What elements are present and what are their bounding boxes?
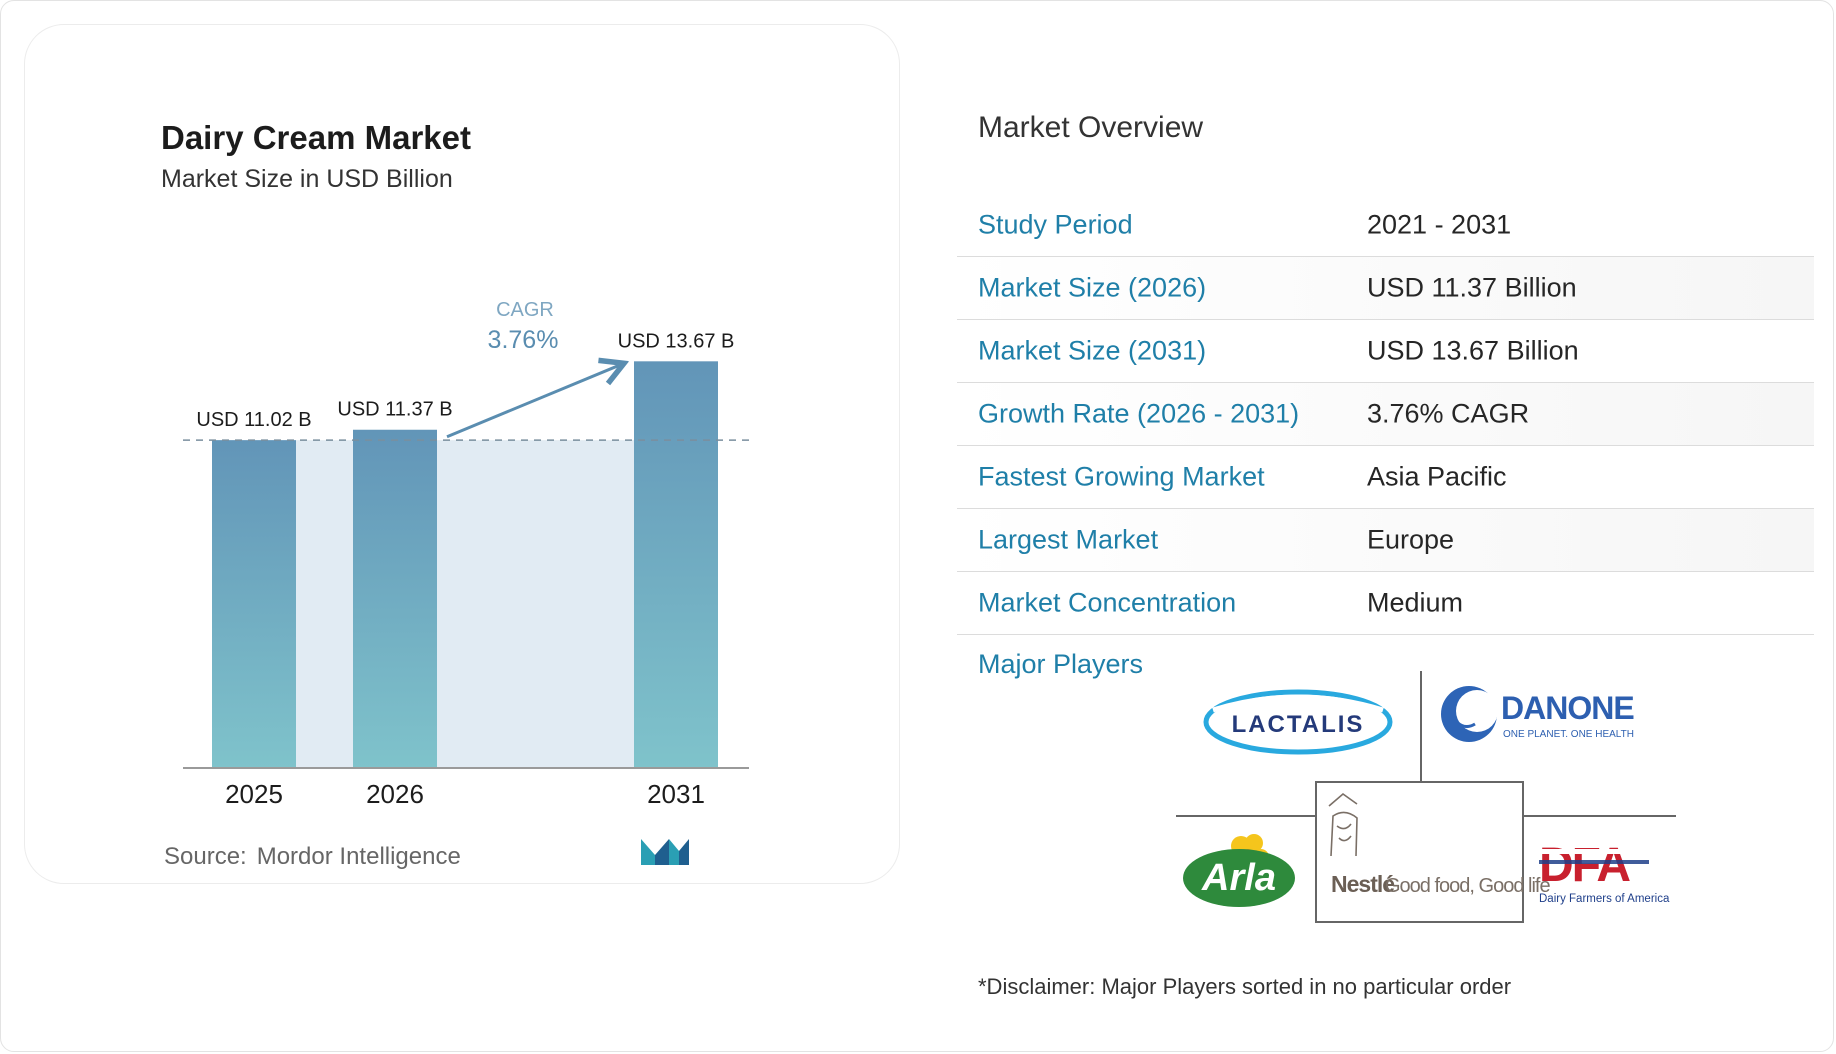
lactalis-logo: LACTALIS — [1203, 689, 1393, 755]
source-note: Source: Mordor Intelligence — [164, 843, 461, 871]
cagr-label: CAGR — [496, 299, 554, 321]
logo-grid-lines — [1176, 671, 1676, 923]
chart-title: Dairy Cream Market — [161, 119, 471, 156]
svg-text:Good food, Good life: Good food, Good life — [1385, 875, 1550, 897]
overview-value: Europe — [1367, 524, 1455, 555]
overview-row: Market Size (2031) USD 13.67 Billion — [957, 320, 1814, 383]
cagr-arrow — [446, 363, 624, 439]
svg-text:DANONE: DANONE — [1501, 690, 1634, 726]
overview-row: Market Concentration Medium — [957, 572, 1814, 635]
overview-row: Growth Rate (2026 - 2031) 3.76% CAGR — [957, 383, 1814, 446]
overview-value: Medium — [1367, 587, 1464, 618]
svg-text:Arla: Arla — [1201, 857, 1276, 899]
svg-text:DFA: DFA — [1539, 839, 1630, 892]
source-label: Source: — [164, 843, 247, 870]
major-players-title: Major Players — [978, 649, 1144, 679]
arla-logo: Arla — [1183, 834, 1295, 907]
x-tick-label-2026: 2026 — [366, 779, 424, 809]
bar-chart: USD 11.02 B 2025 USD 11.37 B 2026 USD 13.67 … — [183, 299, 751, 809]
overview-value: 3.76% CAGR — [1367, 398, 1530, 429]
chart-subtitle: Market Size in USD Billion — [161, 165, 453, 193]
overview-label: Market Concentration — [978, 587, 1237, 618]
overview-value: USD 13.67 Billion — [1367, 335, 1579, 366]
bar-2026 — [353, 429, 437, 768]
svg-text:Nestlé: Nestlé — [1331, 871, 1394, 897]
value-label-2026: USD 11.37 B — [337, 399, 452, 421]
overview-row: Study Period 2021 - 2031 — [957, 194, 1814, 257]
cagr-value: 3.76% — [488, 326, 559, 354]
x-tick-label-2025: 2025 — [225, 779, 283, 809]
value-label-2025: USD 11.02 B — [196, 409, 311, 431]
overview-label: Market Size (2026) — [978, 272, 1207, 303]
svg-text:ONE PLANET. ONE HEALTH: ONE PLANET. ONE HEALTH — [1503, 729, 1634, 740]
overview-label: Market Size (2031) — [978, 335, 1207, 366]
overview-label: Fastest Growing Market — [978, 461, 1265, 492]
overview-value: USD 11.37 Billion — [1367, 272, 1577, 303]
overview-label: Largest Market — [978, 524, 1159, 555]
overview-table: Study Period 2021 - 2031 Market Size (20… — [957, 194, 1814, 635]
overview-row: Fastest Growing Market Asia Pacific — [957, 446, 1814, 509]
x-tick-label-2031: 2031 — [647, 779, 705, 809]
danone-logo: DANONE ONE PLANET. ONE HEALTH — [1441, 686, 1635, 742]
dfa-logo: DFA Dairy Farmers of America — [1539, 839, 1670, 905]
nestle-logo: Nestlé Good food, Good life — [1328, 792, 1551, 897]
bar-2025 — [212, 440, 296, 768]
source-name: Mordor Intelligence — [256, 843, 461, 870]
disclaimer: *Disclaimer: Major Players sorted in no … — [978, 974, 1512, 999]
overview-row: Largest Market Europe — [957, 509, 1814, 572]
overview-value: 2021 - 2031 — [1367, 209, 1512, 240]
reference-band — [212, 440, 718, 768]
svg-text:LACTALIS: LACTALIS — [1232, 711, 1365, 738]
overview-label: Study Period — [978, 209, 1133, 240]
mordor-intelligence-logo — [641, 839, 689, 865]
value-label-2031: USD 13.67 B — [618, 330, 735, 352]
svg-text:Dairy Farmers of America: Dairy Farmers of America — [1539, 893, 1670, 905]
overview-row: Market Size (2026) USD 11.37 Billion — [957, 257, 1814, 320]
bar-2031 — [634, 361, 718, 768]
overview-value: Asia Pacific — [1367, 461, 1507, 492]
overview-label: Growth Rate (2026 - 2031) — [978, 398, 1300, 429]
overview-title: Market Overview — [978, 111, 1204, 144]
major-players-logos: LACTALIS DANONE ONE PLANET. ONE HEALTH A… — [1176, 671, 1676, 923]
